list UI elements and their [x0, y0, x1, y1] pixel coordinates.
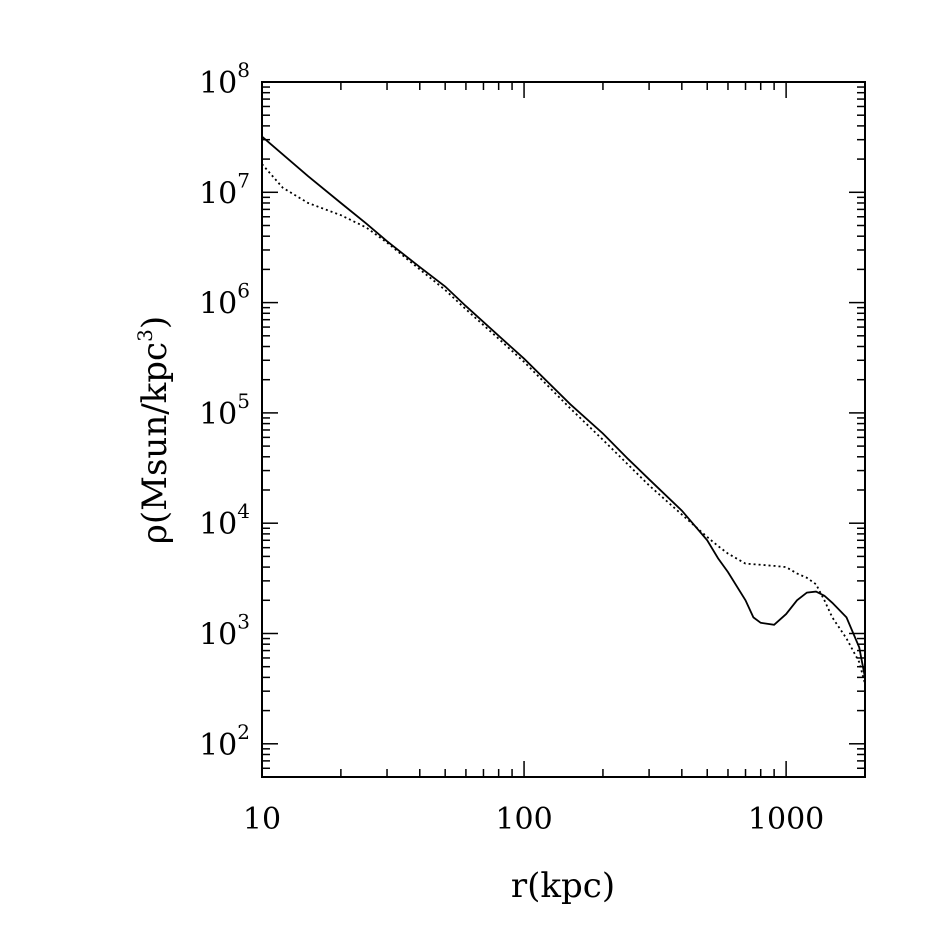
y-axis-title-exponent: 3 [133, 329, 157, 342]
y-tick-label-base: 10 [199, 617, 237, 652]
y-tick-label-base: 10 [199, 66, 237, 101]
solid-series-line [261, 135, 866, 678]
y-tick-label-base: 10 [199, 176, 237, 211]
y-tick-label-base: 10 [199, 397, 237, 432]
y-tick-label-exponent: 7 [237, 168, 250, 192]
y-tick-label-exponent: 4 [237, 499, 250, 523]
y-tick-label: 103 [199, 609, 250, 652]
y-tick-label-base: 10 [199, 287, 237, 322]
y-tick-label-exponent: 2 [237, 720, 250, 744]
plot-frame [261, 81, 866, 778]
x-axis-title: r(kpc) [511, 866, 615, 906]
y-tick-label: 107 [199, 168, 250, 211]
y-tick-label-exponent: 6 [237, 279, 250, 303]
y-tick-label: 106 [199, 279, 250, 322]
y-axis-title-main: ρ(Msun/kpc [135, 342, 175, 544]
series-lines [261, 135, 866, 685]
y-tick-label-exponent: 5 [237, 389, 250, 413]
y-tick-label: 104 [199, 499, 250, 542]
y-tick-label: 108 [199, 58, 250, 101]
y-tick-label: 102 [199, 720, 250, 763]
y-tick-label-base: 10 [199, 507, 237, 542]
y-tick-label-exponent: 8 [237, 58, 250, 82]
x-tick-label: 100 [495, 802, 552, 837]
y-tick-label-base: 10 [199, 728, 237, 763]
axis-ticks [261, 81, 866, 778]
y-tick-label-exponent: 3 [237, 609, 250, 633]
dotted-series-line [261, 163, 866, 685]
y-tick-label: 105 [199, 389, 250, 432]
x-tick-label: 1000 [748, 802, 824, 837]
y-axis-title: ρ(Msun/kpc3) [133, 316, 175, 544]
x-tick-label: 10 [243, 802, 281, 837]
y-axis-title-close: ) [135, 316, 175, 329]
